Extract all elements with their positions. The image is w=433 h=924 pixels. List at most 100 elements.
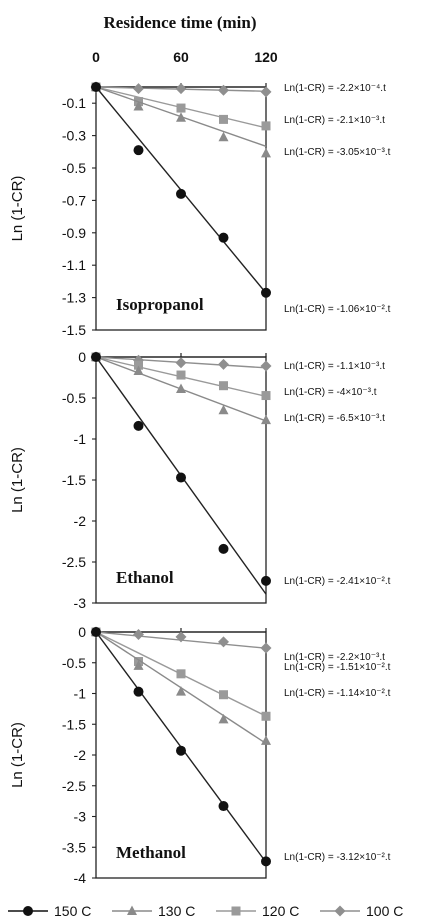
methanol-point-130-c (176, 686, 186, 696)
methanol-y-axis-label: Ln (1-CR) (9, 722, 26, 788)
isopropanol-y-tick-label: -1.1 (62, 257, 86, 273)
isopropanol-point-120-c (219, 115, 228, 124)
methanol-point-120-c (219, 690, 228, 699)
legend-marker-circle (23, 906, 33, 916)
methanol-y-tick-label: -3 (74, 809, 87, 825)
methanol-point-120-c (177, 669, 186, 678)
isopropanol-point-120-c (262, 121, 271, 130)
isopropanol-y-tick-label: -0.3 (62, 128, 86, 144)
legend-label: 130 C (158, 903, 195, 919)
methanol-point-130-c (261, 735, 271, 745)
ethanol-point-100-c (176, 357, 187, 368)
methanol-equation-120-c: Ln(1-CR) = -1.14×10⁻².t (284, 688, 391, 699)
isopropanol-y-tick-label: -0.9 (62, 225, 86, 241)
isopropanol-point-150-c (91, 82, 101, 92)
isopropanol-point-130-c (176, 112, 186, 122)
legend-item-150-c: 150 C (8, 903, 91, 919)
isopropanol-point-100-c (176, 83, 187, 94)
isopropanol-panel-label: Isopropanol (116, 295, 204, 314)
methanol-point-100-c (218, 636, 229, 647)
isopropanol-y-tick-label: -0.1 (62, 95, 86, 111)
top-axis-tick-0: 0 (92, 49, 100, 65)
isopropanol-equation-130-c: Ln(1-CR) = -3.05×10⁻³.t (284, 147, 391, 158)
legend: 150 C 130 C 120 C 100 C (8, 903, 403, 919)
methanol-y-tick-label: -0.5 (62, 655, 86, 671)
legend-label: 150 C (54, 903, 91, 919)
ethanol-point-150-c (261, 576, 271, 586)
ethanol-point-120-c (219, 381, 228, 390)
ethanol-equation-130-c: Ln(1-CR) = -6.5×10⁻³.t (284, 413, 385, 424)
isopropanol-point-150-c (219, 233, 229, 243)
isopropanol-y-tick-label: -1.3 (62, 290, 86, 306)
top-axis-tick-60: 60 (173, 49, 189, 65)
methanol-point-150-c (261, 856, 271, 866)
methanol-panel-label: Methanol (116, 843, 186, 862)
methanol-panel: 0 -0.5 -1 -1.5 -2 -2.5 -3 -3.5 -4 Ln (1-CR) Ln(1-C… (9, 624, 391, 886)
ethanol-point-120-c (262, 391, 271, 400)
isopropanol-y-tick-label: -0.5 (62, 160, 86, 176)
ethanol-panel-label: Ethanol (116, 568, 174, 587)
ethanol-y-tick-label: -1.5 (62, 472, 86, 488)
legend-item-130-c: 130 C (112, 903, 195, 919)
ethanol-equation-120-c: Ln(1-CR) = -4×10⁻³.t (284, 387, 377, 398)
isopropanol-point-150-c (134, 145, 144, 155)
isopropanol-point-100-c (261, 86, 272, 97)
ethanol-y-axis-label: Ln (1-CR) (9, 447, 26, 513)
isopropanol-y-tick-label: -1.5 (62, 322, 86, 338)
legend-item-100-c: 100 C (320, 903, 403, 919)
legend-label: 100 C (366, 903, 403, 919)
top-axis-tick-120: 120 (254, 49, 278, 65)
ethanol-equation-150-c: Ln(1-CR) = -2.41×10⁻².t (284, 576, 391, 587)
legend-label: 120 C (262, 903, 299, 919)
ethanol-equation-100-c: Ln(1-CR) = -1.1×10⁻³.t (284, 361, 385, 372)
ethanol-point-100-c (261, 361, 272, 372)
legend-item-120-c: 120 C (216, 903, 299, 919)
methanol-equation-100-c: Ln(1-CR) = -2.2×10⁻³.t (284, 652, 385, 663)
isopropanol-equation-100-c: Ln(1-CR) = -2.2×10⁻⁴.t (284, 83, 386, 94)
methanol-point-100-c (133, 629, 144, 640)
isopropanol-point-120-c (177, 104, 186, 113)
ethanol-point-120-c (177, 371, 186, 380)
legend-marker-square (232, 907, 241, 916)
methanol-equation-130-c: Ln(1-CR) = -1.51×10⁻².t (284, 662, 391, 673)
methanol-y-tick-label: -1.5 (62, 716, 86, 732)
isopropanol-point-100-c (133, 83, 144, 94)
ethanol-y-tick-label: -0.5 (62, 390, 86, 406)
methanol-equation-150-c: Ln(1-CR) = -3.12×10⁻².t (284, 852, 391, 863)
isopropanol-point-130-c (261, 148, 271, 158)
methanol-point-150-c (91, 627, 101, 637)
isopropanol-equation-150-c: Ln(1-CR) = -1.06×10⁻².t (284, 304, 391, 315)
ethanol-y-tick-label: -2 (74, 513, 87, 529)
ethanol-y-tick-label: -1 (74, 431, 87, 447)
isopropanol-y-axis-label: Ln (1-CR) (9, 176, 26, 242)
methanol-point-120-c (262, 712, 271, 721)
ethanol-point-150-c (91, 352, 101, 362)
isopropanol-y-tick-label: -0.7 (62, 192, 86, 208)
isopropanol-panel: -0.1 -0.3 -0.5 -0.7 -0.9 -1.1 -1.3 -1.5 Ln (1-CR… (9, 82, 391, 339)
methanol-y-tick-label: -3.5 (62, 839, 86, 855)
methanol-y-tick-label: -2 (74, 747, 87, 763)
isopropanol-point-150-c (176, 189, 186, 199)
methanol-y-tick-label: -2.5 (62, 778, 86, 794)
methanol-point-150-c (134, 687, 144, 697)
top-axis-title: Residence time (min) (104, 13, 257, 32)
ethanol-point-150-c (176, 473, 186, 483)
ethanol-point-150-c (134, 421, 144, 431)
methanol-point-150-c (219, 801, 229, 811)
isopropanol-equation-120-c: Ln(1-CR) = -2.1×10⁻³.t (284, 115, 385, 126)
isopropanol-plot-frame (96, 87, 266, 330)
methanol-point-150-c (176, 746, 186, 756)
methanol-y-tick-label: -1 (74, 686, 87, 702)
ethanol-y-tick-label: -2.5 (62, 554, 86, 570)
isopropanol-point-150-c (261, 288, 271, 298)
ethanol-y-tick-label: -3 (74, 595, 87, 611)
methanol-y-tick-label: -4 (74, 870, 87, 886)
ethanol-point-150-c (219, 544, 229, 554)
ethanol-y-tick-label: 0 (78, 349, 86, 365)
methanol-y-tick-label: 0 (78, 624, 86, 640)
legend-marker-diamond (335, 906, 346, 917)
methanol-point-100-c (261, 642, 272, 653)
ethanol-point-100-c (218, 359, 229, 370)
ethanol-panel: 0 -0.5 -1 -1.5 -2 -2.5 -3 Ln (1-CR) Ln(1-CR) = -… (9, 349, 391, 611)
